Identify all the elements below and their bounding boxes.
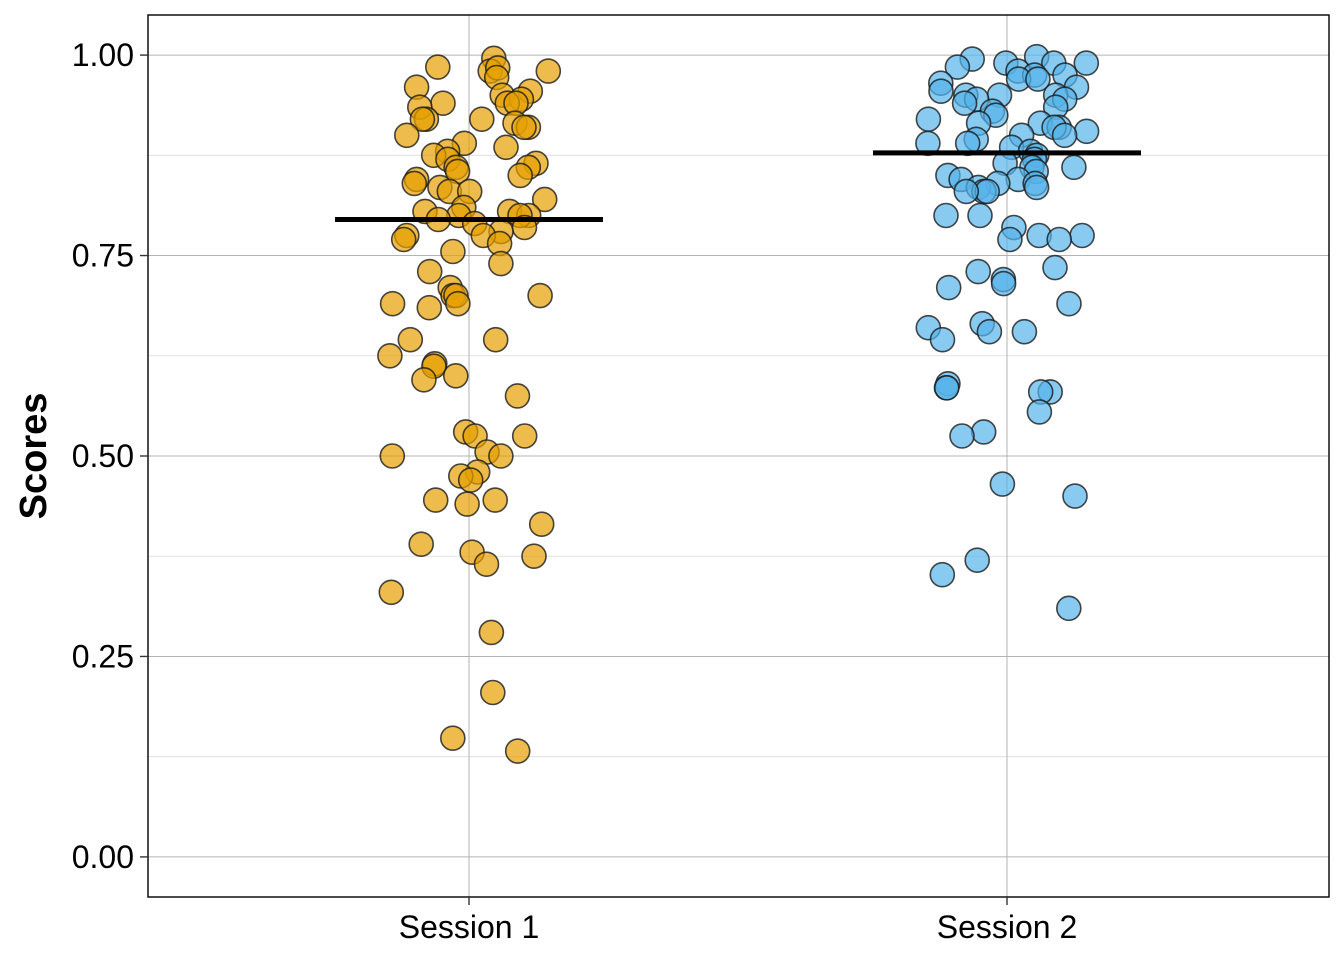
- data-point: [378, 579, 405, 606]
- data-point: [482, 487, 509, 513]
- data-point: [929, 561, 956, 588]
- data-point: [377, 342, 403, 369]
- data-point: [928, 78, 954, 104]
- axes: 0.00 0.25 0.50 0.75 1.00 Session 1 Session 2: [72, 37, 1078, 945]
- data-point: [457, 467, 484, 493]
- data-point: [445, 290, 471, 317]
- y-axis-title: Scores: [13, 393, 55, 520]
- data-point: [478, 619, 505, 646]
- x-tick-label: Session 2: [937, 909, 1078, 945]
- data-point: [949, 423, 975, 449]
- data-point: [964, 547, 991, 574]
- data-point: [933, 374, 960, 401]
- data-point: [390, 226, 417, 253]
- data-point: [479, 679, 506, 706]
- data-point: [976, 318, 1003, 345]
- data-point: [1073, 118, 1100, 145]
- x-tick-label: Session 1: [399, 909, 540, 945]
- data-point: [507, 162, 534, 189]
- data-point: [488, 443, 514, 469]
- data-point: [1061, 154, 1087, 181]
- data-point: [953, 178, 980, 205]
- data-point: [504, 383, 531, 409]
- data-point: [528, 511, 555, 538]
- data-point: [511, 114, 537, 141]
- data-point: [504, 738, 531, 764]
- data-point: [468, 106, 495, 132]
- data-point: [929, 326, 956, 353]
- data-point: [531, 186, 558, 213]
- mean-lines: [335, 150, 1141, 222]
- data-point: [1069, 222, 1095, 249]
- data-point: [990, 270, 1017, 297]
- data-point: [1026, 399, 1053, 425]
- data-point: [527, 282, 553, 309]
- y-tick-label: 0.75: [72, 238, 134, 274]
- y-tick-label: 0.50: [72, 438, 134, 474]
- data-point: [944, 54, 971, 80]
- data-point: [408, 531, 435, 558]
- data-point: [933, 202, 959, 229]
- data-point: [535, 58, 562, 84]
- data-point: [442, 362, 469, 389]
- data-point: [1046, 226, 1072, 253]
- y-tick-label: 0.25: [72, 638, 134, 674]
- data-point: [951, 90, 978, 116]
- grid-lines: [148, 15, 1329, 897]
- y-tick-label: 1.00: [72, 37, 134, 73]
- data-point: [473, 551, 500, 578]
- data-point: [454, 491, 480, 517]
- data-point: [935, 274, 962, 301]
- data-point: [439, 725, 466, 752]
- data-point: [967, 202, 993, 229]
- data-point: [915, 106, 942, 132]
- data-point: [521, 543, 547, 570]
- data-point: [424, 54, 451, 80]
- data-point: [997, 226, 1023, 253]
- data-point: [989, 471, 1016, 497]
- data-point: [416, 258, 443, 285]
- data-point: [393, 122, 420, 149]
- data-point: [379, 443, 406, 469]
- data-point: [511, 423, 538, 449]
- data-point: [482, 326, 509, 353]
- data-point: [1056, 595, 1082, 622]
- data-point: [397, 326, 424, 353]
- data-point: [379, 290, 406, 317]
- data-point: [401, 170, 428, 197]
- data-point: [493, 134, 519, 161]
- data-point: [1025, 66, 1051, 92]
- data-point: [411, 366, 437, 393]
- data-point: [422, 487, 449, 513]
- y-tick-label: 0.00: [72, 839, 134, 875]
- data-point: [965, 258, 992, 285]
- data-point: [440, 238, 466, 265]
- data-point: [1051, 122, 1078, 149]
- data-point: [1073, 50, 1100, 76]
- data-points: [377, 43, 1100, 764]
- data-point: [1062, 483, 1088, 509]
- data-point: [488, 250, 514, 277]
- data-point: [1056, 290, 1082, 317]
- data-point: [409, 106, 436, 132]
- data-point: [1023, 174, 1050, 201]
- data-point: [970, 419, 997, 445]
- data-point: [1042, 254, 1068, 281]
- data-point: [416, 294, 443, 321]
- data-point: [1011, 318, 1038, 345]
